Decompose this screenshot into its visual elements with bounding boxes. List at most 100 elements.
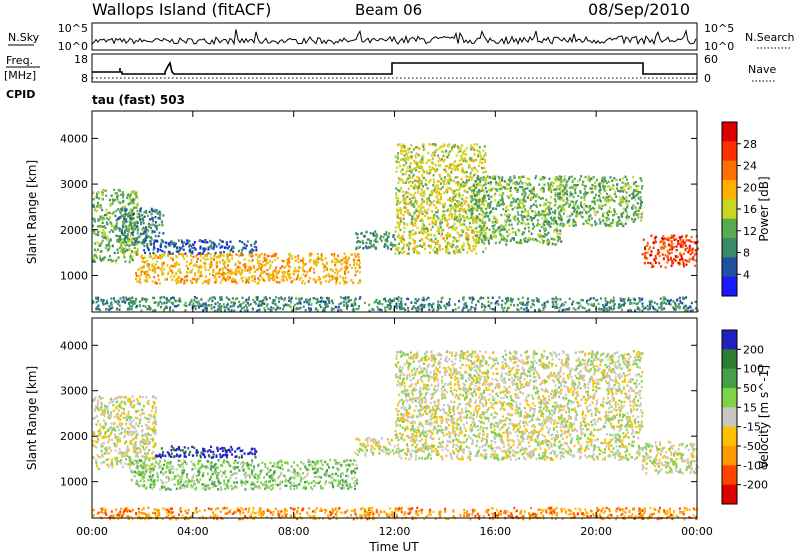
colorbar-swatch [722, 349, 737, 370]
colorbar-swatch [722, 484, 737, 505]
velocity-x-ticks: 00:00 04:00 08:00 12:00 16:00 20:00 00:00 [76, 318, 713, 538]
colorbar-swatch [722, 330, 737, 350]
colorbar-tick-label: 15 [743, 401, 757, 414]
colorbar-tick-label: 4 [743, 268, 750, 281]
beam-title: Beam 06 [355, 1, 422, 19]
y-tick-label: 1000 [60, 269, 88, 282]
velocity-panel-region-2 [129, 458, 358, 491]
frequency-trace [92, 60, 697, 75]
power-panel-region-1 [117, 207, 165, 246]
x-tick-label: 16:00 [479, 525, 511, 538]
power-y-ticks: 1000 2000 3000 4000 [60, 132, 697, 282]
velocity-panel-region-4 [394, 349, 644, 461]
frequency-strip: Freq. [MHz] 18 8 60 0 Nave CPID tau (fas… [4, 53, 776, 107]
freq-label: Freq. [6, 54, 33, 67]
freq-unit-label: [MHz] [4, 69, 36, 82]
colorbar-swatch [722, 368, 737, 389]
power-panel-region-0 [92, 188, 140, 264]
velocity-colorbar-frame [721, 329, 738, 505]
power-panel-region-5 [394, 143, 488, 255]
frequency-strip-frame [91, 53, 698, 83]
y-tick-label: 4000 [60, 132, 88, 145]
colorbar-tick-label: 100 [743, 363, 764, 376]
colorbar-swatch [722, 199, 737, 220]
power-panel-region-4 [355, 230, 396, 251]
power-panel-region-7 [558, 175, 644, 228]
noise-strip-frame [91, 22, 698, 51]
colorbar-swatch [722, 218, 737, 239]
station-title: Wallops Island (fitACF) [92, 0, 271, 19]
colorbar-swatch [722, 160, 737, 181]
noise-left-tick-bottom: 10^0 [58, 40, 88, 53]
velocity-panel-region-5 [641, 440, 699, 475]
noise-left-tick-top: 10^5 [58, 22, 88, 35]
x-tick-label: 08:00 [278, 525, 310, 538]
x-tick-label: 00:00 [681, 525, 713, 538]
y-tick-label: 2000 [60, 430, 88, 443]
velocity-colorbar: 200 100 50 15 -15 -50 -100 -200 Velocity [m s^-… [721, 329, 771, 505]
power-ylabel: Slant Range [km] [25, 160, 39, 264]
velocity-colorbar-ticks: 200 100 50 15 -15 -50 -100 -200 [737, 343, 768, 492]
y-tick-label: 1000 [60, 476, 88, 489]
colorbar-tick-label: 20 [743, 181, 757, 194]
velocity-panel: 1000 2000 3000 4000 00:00 04:00 08:00 12:00 16:… [25, 317, 713, 554]
colorbar-tick-label: 8 [743, 247, 750, 260]
colorbar-tick-label: 50 [743, 382, 757, 395]
power-panel: 1000 2000 3000 4000 Slant Range [km] [25, 110, 699, 313]
power-colorbar-ticks: 4 8 12 16 20 24 28 [737, 138, 757, 281]
x-tick-label: 20:00 [580, 525, 612, 538]
colorbar-tick-label: -200 [743, 479, 768, 492]
velocity-panel-region-1 [155, 445, 258, 459]
power-panel-frame [91, 110, 698, 313]
noise-strip: N.Sky 10^5 10^0 10^5 10^0 N.Search [8, 22, 795, 53]
date-title: 08/Sep/2010 [588, 0, 690, 19]
freq-left-tick-top: 18 [74, 53, 88, 66]
noise-right-tick-bottom: 10^0 [704, 40, 734, 53]
noise-search-label: N.Search [745, 31, 795, 44]
velocity-ylabel: Slant Range [km] [25, 366, 39, 470]
velocity-panel-region-0 [92, 395, 157, 471]
colorbar-tick-label: 200 [743, 343, 764, 356]
colorbar-swatch [722, 276, 737, 297]
velocity-y-ticks: 1000 2000 3000 4000 [60, 339, 697, 489]
x-tick-label: 04:00 [177, 525, 209, 538]
power-panel-region-6 [470, 175, 563, 246]
power-data [92, 143, 699, 313]
nave-label: Nave [748, 63, 776, 76]
colorbar-tick-label: 28 [743, 138, 757, 151]
cpid-label: CPID [6, 88, 35, 101]
colorbar-swatch [722, 465, 737, 486]
noise-sky-label: N.Sky [8, 31, 40, 44]
colorbar-swatch [722, 426, 737, 447]
colorbar-swatch [722, 122, 737, 142]
freq-right-tick-top: 60 [704, 53, 718, 66]
freq-right-tick-bottom: 0 [704, 72, 711, 85]
velocity-colorbar-label: Velocity [m s^-1] [757, 365, 771, 469]
colorbar-swatch [722, 446, 737, 466]
x-tick-label: 00:00 [76, 525, 108, 538]
power-panel-region-2 [135, 252, 362, 285]
colorbar-swatch [722, 407, 737, 428]
y-tick-label: 3000 [60, 178, 88, 191]
colorbar-tick-label: 12 [743, 225, 757, 238]
power-colorbar-swatches [722, 122, 737, 297]
colorbar-tick-label: -15 [743, 421, 761, 434]
power-colorbar-label: Power [dB] [757, 176, 771, 241]
colorbar-swatch [722, 388, 737, 408]
freq-left-tick-bottom: 8 [81, 72, 88, 85]
colorbar-tick-label: -50 [743, 440, 761, 453]
power-panel-region-3 [142, 238, 258, 255]
y-tick-label: 4000 [60, 339, 88, 352]
power-colorbar: 4 8 12 16 20 24 28 Power [dB] [721, 121, 771, 297]
cpid-value: tau (fast) 503 [92, 93, 185, 107]
power-panel-region-9 [92, 296, 699, 313]
colorbar-swatch [722, 257, 737, 278]
power-x-tick-marks [91, 111, 698, 312]
time-axis-label: Time UT [368, 540, 419, 554]
y-tick-label: 3000 [60, 385, 88, 398]
x-tick-label: 12:00 [379, 525, 411, 538]
colorbar-tick-label: 16 [743, 203, 757, 216]
velocity-data [92, 349, 699, 521]
noise-trace [91, 29, 697, 46]
